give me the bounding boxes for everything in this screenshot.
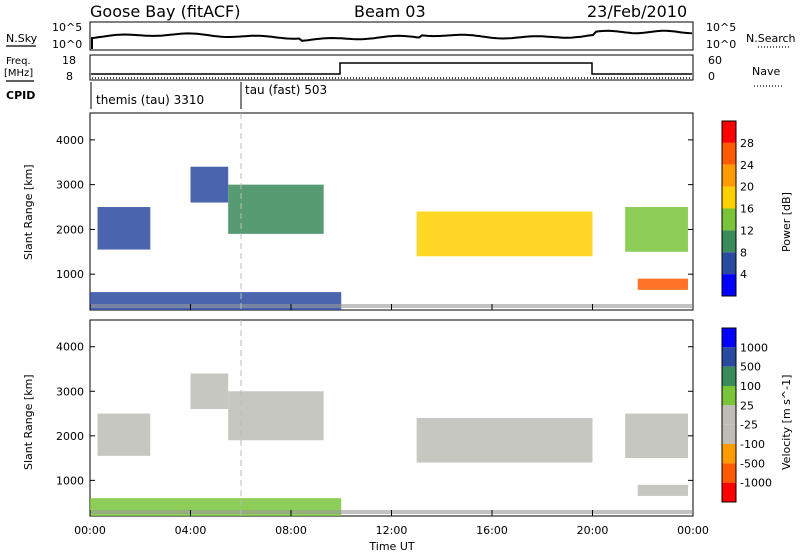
velocity-colorbar-tick: -100 (740, 438, 765, 451)
velocity-colorbar-segment (722, 463, 736, 483)
nave-tick-top: 60 (708, 54, 722, 67)
power-colorbar-segment (722, 274, 736, 296)
power-scatter-region (228, 184, 324, 234)
velocity-y-ticks: 1000 2000 3000 4000 (56, 341, 693, 487)
velocity-colorbar-tick: -25 (740, 419, 758, 432)
velocity-colorbar-segment (722, 405, 736, 425)
power-scatter-region (625, 207, 688, 252)
cpid-mode-tau-fast: tau (fast) 503 (245, 83, 327, 97)
power-scatter-region (97, 207, 151, 250)
power-colorbar-tick: 20 (740, 181, 754, 194)
velocity-colorbar-segment (722, 347, 736, 367)
freq-series-line (91, 62, 692, 75)
velocity-colorbar-tick: 1000 (740, 341, 768, 354)
velocity-colorbar-tick: 500 (740, 361, 761, 374)
velocity-y-tick-label: 1000 (56, 474, 84, 487)
power-scatter-region (637, 278, 688, 290)
velocity-y-tick-label: 2000 (56, 430, 84, 443)
velocity-scatter-region (190, 373, 229, 410)
x-tick-label: 00:00 (74, 524, 106, 537)
velocity-colorbar-tick: 25 (740, 399, 754, 412)
velocity-scatter-region (97, 413, 151, 456)
velocity-y-axis-label: Slant Range [km] (22, 374, 35, 470)
x-tick-label: 08:00 (275, 524, 307, 537)
freq-tick-bottom: 8 (66, 70, 73, 83)
x-tick-label: 04:00 (175, 524, 207, 537)
velocity-colorbar-segment (722, 328, 736, 348)
power-colorbar-segment (722, 230, 736, 253)
velocity-colorbar-segment (722, 444, 736, 464)
velocity-colorbar-segment (722, 386, 736, 406)
power-scatter-region (190, 166, 229, 203)
power-colorbar-label: Power [dB] (780, 192, 793, 252)
x-tick-label: 00:00 (677, 524, 709, 537)
power-colorbar: 28 24 20 16 12 8 4 (721, 120, 754, 297)
power-colorbar-tick: 16 (740, 203, 754, 216)
x-axis-label: Time UT (368, 540, 414, 553)
x-tick-label: 20:00 (577, 524, 609, 537)
power-colorbar-segment (722, 142, 736, 165)
velocity-scatter-region (416, 418, 593, 463)
date-title: 23/Feb/2010 (587, 2, 687, 21)
velocity-y-tick-label: 3000 (56, 385, 84, 398)
nsky-tick-bottom: 10^0 (52, 38, 82, 51)
nsearch-label: N.Search (746, 32, 796, 45)
power-panel-frame (89, 112, 694, 311)
velocity-colorbar-tick: -500 (740, 457, 765, 470)
power-y-tick-label: 2000 (56, 223, 84, 236)
power-colorbar-segment (722, 164, 736, 187)
time-x-ticks: 00:00 04:00 08:00 12:00 16:00 20:00 00:00 (74, 304, 709, 537)
velocity-y-tick-label: 4000 (56, 341, 84, 354)
nsearch-tick-bottom: 10^0 (706, 38, 736, 51)
power-y-tick-label: 3000 (56, 179, 84, 192)
power-colorbar-segment (722, 121, 736, 143)
beam-title: Beam 03 (354, 2, 426, 21)
velocity-colorbar-tick: 100 (740, 380, 761, 393)
power-y-tick-label: 1000 (56, 268, 84, 281)
nsky-series-line (91, 29, 693, 49)
power-y-axis-label: Slant Range [km] (22, 164, 35, 260)
velocity-scatter-region (637, 484, 688, 496)
cpid-mode-themis: themis (tau) 3310 (96, 93, 204, 107)
velocity-colorbar-segment (722, 424, 736, 444)
freq-label-line2: [MHz] (4, 68, 33, 79)
nsky-panel (89, 21, 694, 51)
power-y-ticks: 1000 2000 3000 4000 (56, 134, 693, 281)
velocity-colorbar-label: Velocity [m s^-1] (780, 375, 793, 470)
x-tick-label: 16:00 (476, 524, 508, 537)
velocity-panel-frame (89, 319, 694, 517)
power-colorbar-segment (722, 186, 736, 209)
power-colorbar-segment (722, 208, 736, 231)
power-colorbar-tick: 28 (740, 137, 754, 150)
nave-tick-bottom: 0 (708, 70, 715, 83)
power-scatter-regions (90, 166, 692, 310)
x-tick-label: 12:00 (376, 524, 408, 537)
velocity-colorbar-segment (722, 482, 736, 502)
power-colorbar-tick: 8 (740, 246, 747, 259)
freq-tick-top: 18 (62, 54, 76, 67)
velocity-scatter-region (625, 413, 688, 459)
nave-label: Nave (752, 65, 780, 78)
velocity-colorbar-tick: -1000 (740, 477, 772, 490)
station-title: Goose Bay (fitACF) (90, 2, 240, 21)
nsearch-tick-top: 10^5 (706, 21, 736, 34)
cpid-label: CPID (6, 89, 35, 102)
power-scatter-region (416, 211, 593, 257)
power-colorbar-segment (722, 252, 736, 275)
nsky-label: N.Sky (6, 32, 38, 45)
power-colorbar-tick: 12 (740, 224, 754, 237)
power-colorbar-tick: 24 (740, 159, 754, 172)
velocity-colorbar: 1000 500 100 25 -25 -100 -500 -1000 (721, 327, 772, 503)
velocity-scatter-region (228, 391, 324, 441)
nsky-tick-top: 10^5 (52, 21, 82, 34)
power-y-tick-label: 4000 (56, 134, 84, 147)
power-colorbar-tick: 4 (740, 268, 747, 281)
freq-label-line1: Freq. (6, 56, 31, 67)
freq-panel (89, 54, 694, 81)
velocity-colorbar-segment (722, 366, 736, 386)
